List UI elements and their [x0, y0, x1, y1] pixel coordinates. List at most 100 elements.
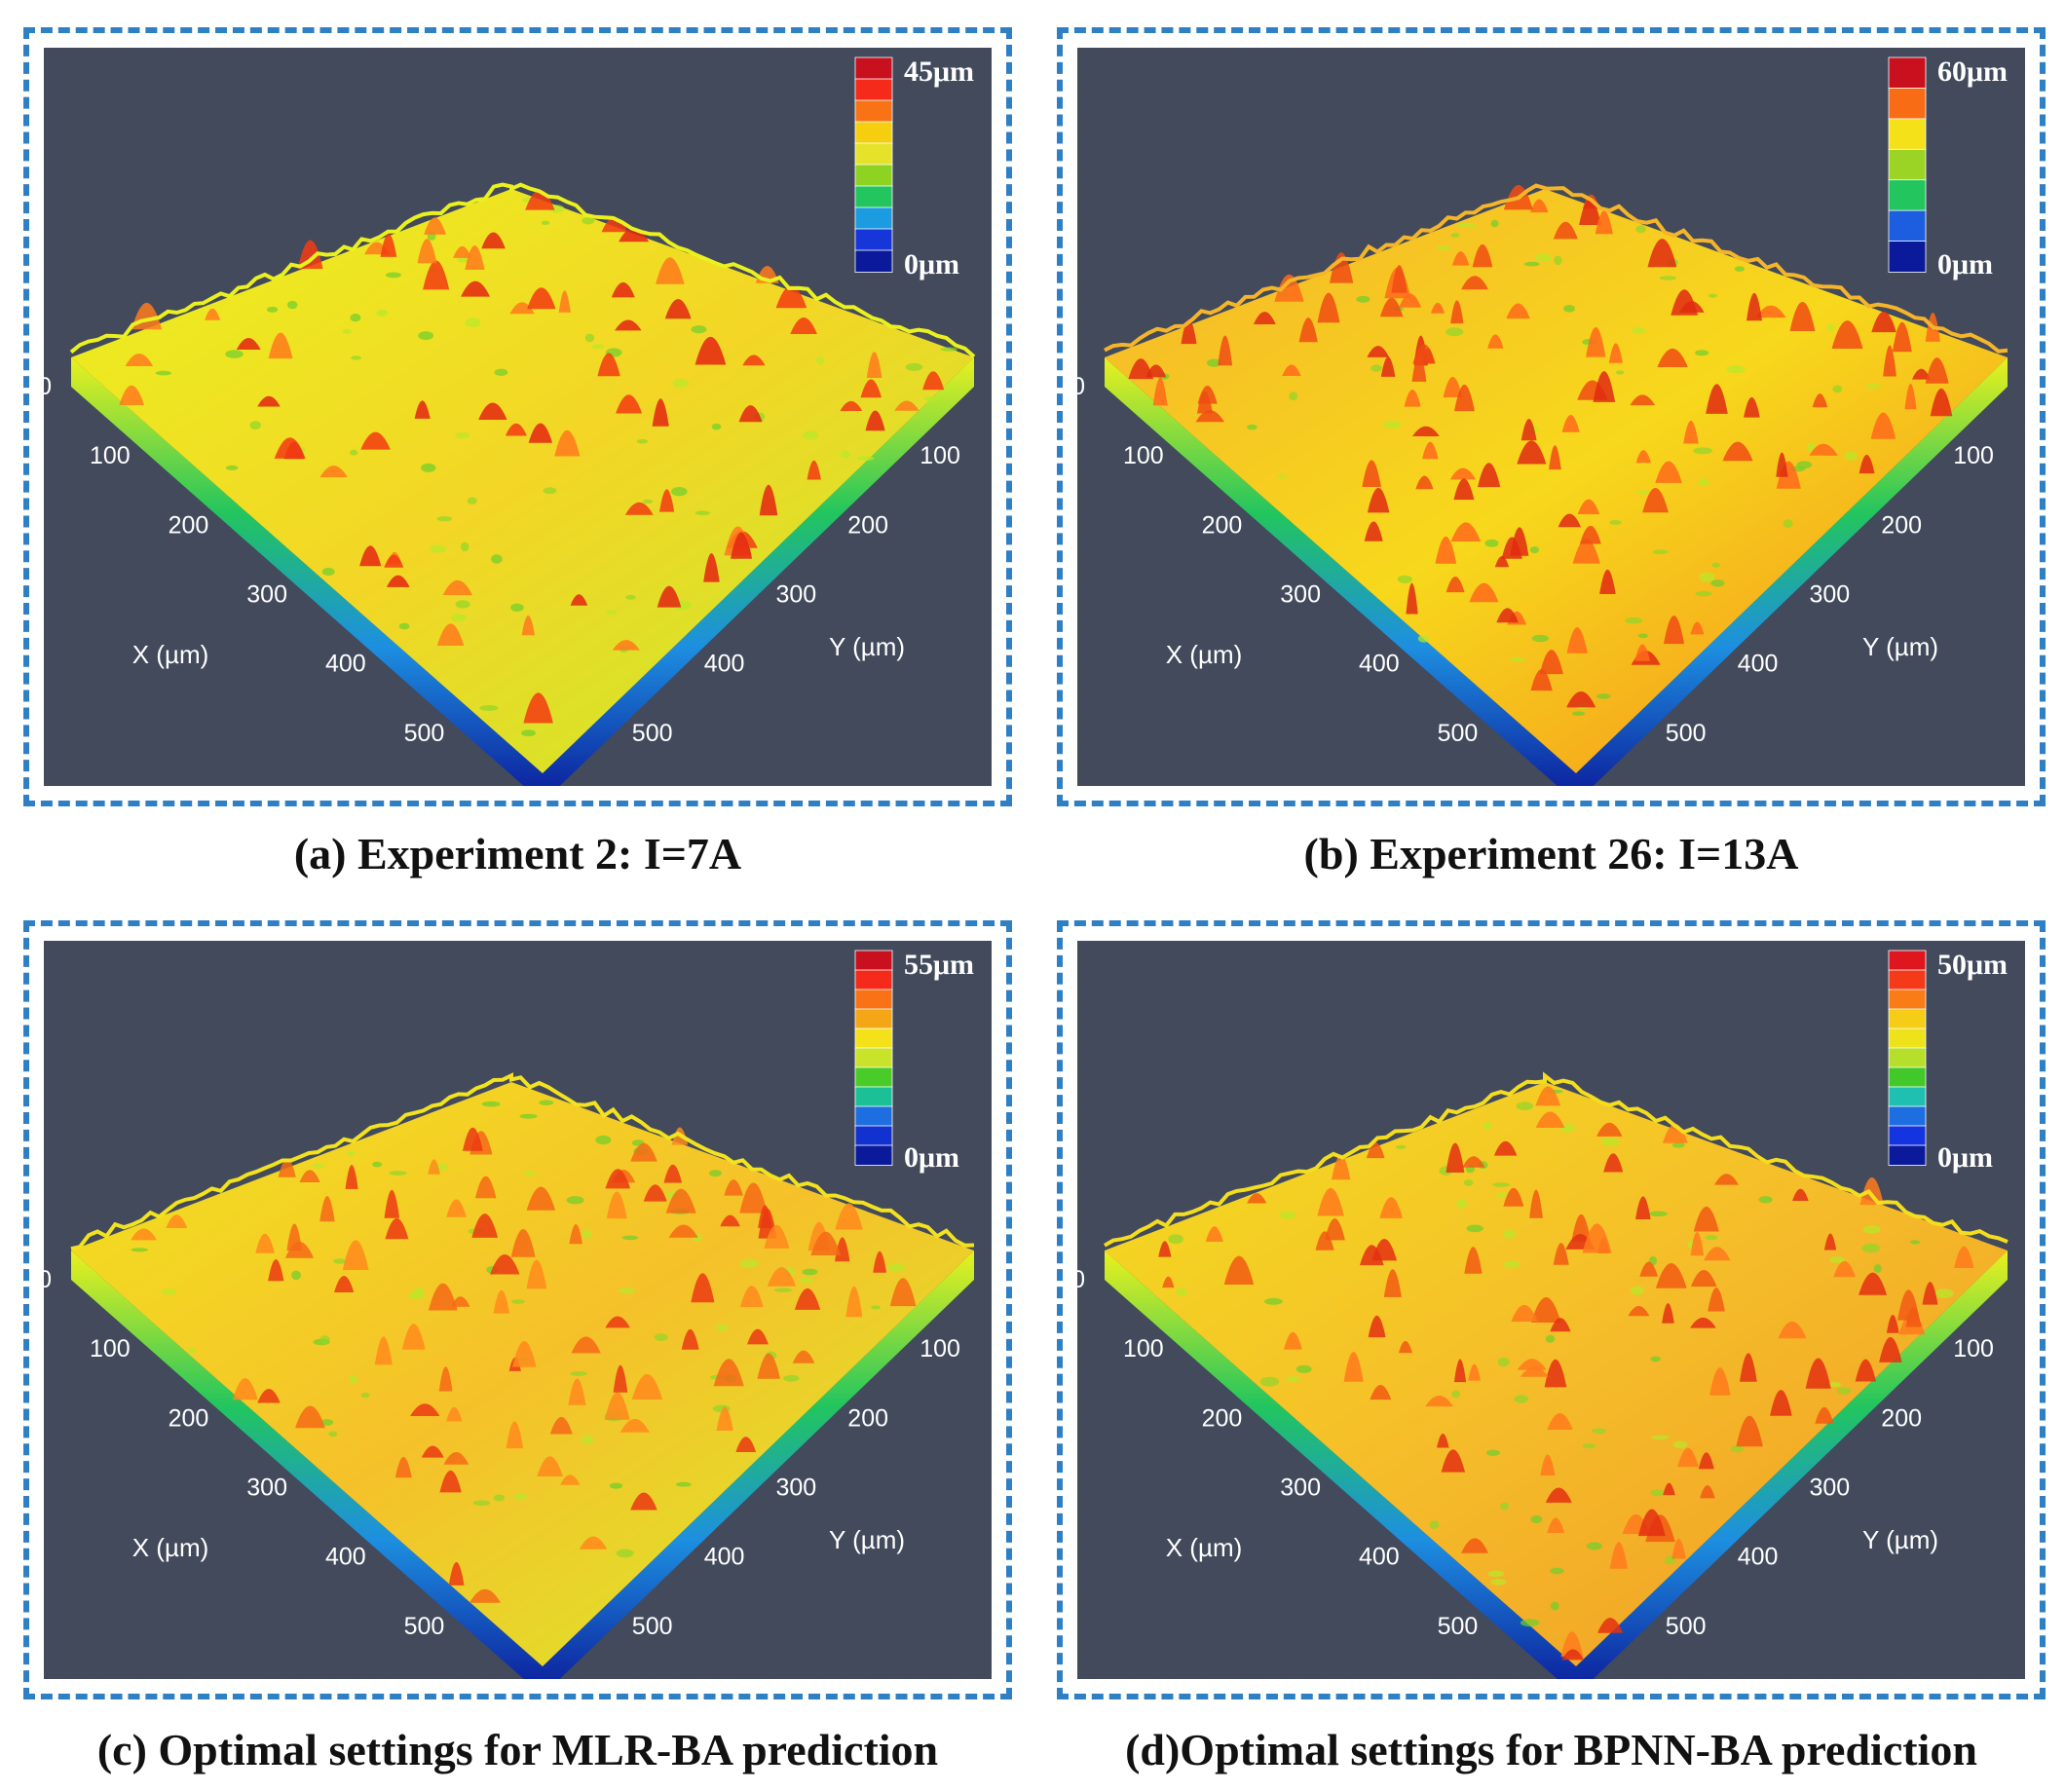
panel-b-surface-side-left [1105, 357, 1576, 786]
panel-d-colorbar-swatch [1888, 950, 1927, 971]
panel-c-x-tick: 300 [246, 1475, 287, 1502]
panel-a-surface-back-edge [69, 182, 976, 358]
panel-c-surface-texture [131, 1100, 917, 1603]
panel-c-y-tick: 100 [920, 1335, 960, 1363]
panel-c-x-tick: 200 [169, 1404, 209, 1432]
panel-b-colorbar-swatch [1888, 241, 1927, 273]
panel-a-x-tick: 400 [325, 651, 366, 678]
panel-b-surface-top [1105, 189, 2008, 773]
panel-c-colorbar-swatch [854, 1047, 893, 1068]
panel-d-colorbar-swatch [1888, 1125, 1927, 1146]
panel-a-x-axis-label: X (µm) [132, 640, 209, 669]
panel-a-colorbar-swatch [854, 121, 893, 144]
panel-a-colorbar-min-label: 0μm [904, 248, 959, 280]
panel-d-colorbar-swatch [1888, 969, 1927, 990]
panel-d-colorbar-swatch [1888, 1047, 1927, 1068]
panel-b-colorbar-min-label: 0μm [1937, 248, 1993, 280]
panel-b-colorbar-swatch [1888, 209, 1927, 243]
panel-b-x-tick: 200 [1202, 511, 1243, 539]
panel-c-colorbar-min-label: 0μm [904, 1141, 959, 1174]
panel-b-frame: 01002003004005006000100200300400500600X … [1057, 27, 2046, 806]
panel-c-colorbar-max-label: 55μm [904, 949, 974, 981]
panel-c-colorbar-swatch [854, 989, 893, 1010]
panel-a-colorbar-swatch [854, 249, 893, 273]
panel-a-surface-side-right [543, 357, 974, 786]
panel-a-colorbar-swatch [854, 206, 893, 230]
panel-d-surface-back-edge [1103, 1071, 2009, 1248]
panel-c-y-tick: 200 [847, 1404, 888, 1432]
panel-b-caption: (b) Experiment 26: I=13A [1303, 829, 1799, 878]
panel-a-colorbar-swatch [854, 99, 893, 123]
panel-a-y-tick: 100 [920, 442, 960, 469]
panel-c-colorbar-swatch [854, 1144, 893, 1166]
panel-c-colorbar-swatch [854, 1027, 893, 1049]
panel-b-y-axis-label: Y (µm) [1862, 632, 1938, 661]
panel-a-colorbar-swatch [854, 185, 893, 208]
panel-d-x-tick: 100 [1123, 1335, 1164, 1363]
panel-a-caption: (a) Experiment 2: I=7A [293, 829, 742, 878]
panel-d-surface-plot: 01002003004005006000100200300400500600X … [1077, 949, 2009, 1679]
panel-b-x-tick: 500 [1438, 720, 1479, 747]
panel-d-x-tick: 300 [1280, 1475, 1321, 1502]
panel-b-colorbar-swatch [1888, 179, 1927, 211]
panel-d-colorbar-swatch [1888, 1008, 1927, 1029]
panel-c-plot: 01002003004005006000100200300400500600X … [44, 941, 992, 1679]
panel-b-x-tick: 300 [1280, 581, 1321, 609]
panel-d-colorbar-swatch [1888, 1144, 1927, 1166]
panel-a-x-tick: 200 [169, 511, 209, 539]
panel-d-colorbar-max-label: 50μm [1937, 949, 2008, 981]
panel-b-surface-plot: 01002003004005006000100200300400500600X … [1077, 56, 2009, 786]
panel-d-y-axis-label: Y (µm) [1862, 1525, 1938, 1554]
panel-d-surface-texture [1158, 1086, 1974, 1661]
panel-d-x-axis-label: X (µm) [1166, 1533, 1243, 1562]
panel-c-surface-plot: 01002003004005006000100200300400500600X … [44, 949, 975, 1679]
panel-c-colorbar-swatch [854, 1008, 893, 1029]
panel-a-surface-top [71, 189, 974, 773]
panel-c-colorbar-swatch [854, 1125, 893, 1146]
panel-c-colorbar-swatch [854, 1105, 893, 1127]
panel-a-y-tick: 200 [847, 511, 888, 539]
panel-d-frame: 01002003004005006000100200300400500600X … [1057, 920, 2046, 1699]
panel-a-surface-side-left [71, 357, 543, 786]
panel-a-y-tick: 400 [704, 651, 745, 678]
panel-d-colorbar-swatch [1888, 1027, 1927, 1049]
panel-b-surface-texture [1128, 185, 1953, 716]
panel-a-colorbar-swatch [854, 164, 893, 187]
panel-d-x-tick: 500 [1438, 1613, 1479, 1640]
panel-b-surface-side-right [1576, 357, 2008, 786]
panel-a-colorbar-swatch [854, 142, 893, 166]
panel-a-plot: 01002003004005006000100200300400500600X … [44, 48, 992, 786]
panel-c-surface-side-right [543, 1251, 974, 1679]
panel-d-x-tick: 0 [1077, 1266, 1085, 1293]
panel-c-y-tick: 300 [776, 1475, 817, 1502]
panel-c-y-axis-label: Y (µm) [829, 1525, 905, 1554]
panel-c-surface-back-edge [70, 1072, 975, 1251]
panel-c-colorbar-swatch [854, 950, 893, 971]
panel-a-x-tick: 0 [44, 373, 52, 400]
panel-c-colorbar: 55μm 0μm [854, 949, 974, 1174]
panel-a-surface-plot: 01002003004005006000100200300400500600X … [44, 56, 976, 786]
panel-c-colorbar-swatch [854, 969, 893, 990]
panel-a-colorbar-swatch [854, 56, 893, 80]
panel-b-colorbar-swatch [1888, 118, 1927, 151]
panel-d-colorbar-swatch [1888, 989, 1927, 1010]
panel-b-colorbar-swatch [1888, 56, 1927, 90]
panel-c-frame: 01002003004005006000100200300400500600X … [23, 920, 1012, 1699]
panel-b-plot: 01002003004005006000100200300400500600X … [1077, 48, 2025, 786]
panel-b-y-tick: 300 [1810, 581, 1851, 609]
panel-d-colorbar-swatch [1888, 1105, 1927, 1127]
panel-d-y-tick: 200 [1881, 1404, 1922, 1432]
panel-b-colorbar-max-label: 60μm [1937, 56, 2008, 88]
panel-c-y-tick: 400 [704, 1544, 745, 1571]
panel-b-surface-back-edge [1104, 183, 2009, 354]
panel-b-x-axis-label: X (µm) [1166, 640, 1243, 669]
panel-d-y-tick: 400 [1738, 1544, 1779, 1571]
panel-c-x-tick: 100 [90, 1335, 131, 1363]
panel-c-surface-side-left [71, 1251, 543, 1679]
panel-a-colorbar-max-label: 45μm [904, 56, 974, 88]
panel-c-x-axis-label: X (µm) [132, 1533, 209, 1562]
panel-b-y-tick: 400 [1738, 651, 1779, 678]
panel-d-colorbar-swatch [1888, 1066, 1927, 1088]
panel-d-y-tick: 100 [1953, 1335, 1994, 1363]
panel-b-colorbar-swatch [1888, 88, 1927, 120]
